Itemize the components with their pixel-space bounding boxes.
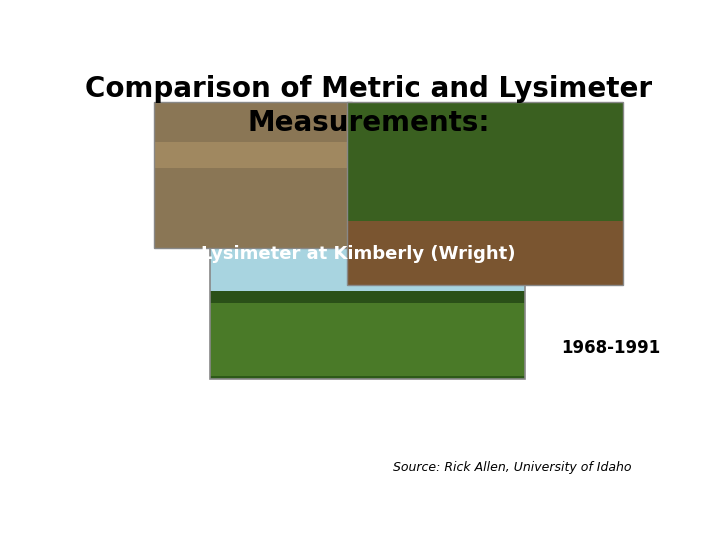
Bar [210, 306, 526, 346]
Bar [347, 102, 623, 221]
Bar [347, 102, 623, 285]
Bar [210, 342, 526, 379]
Bar [210, 303, 526, 376]
Text: Source: Rick Allen, University of Idaho: Source: Rick Allen, University of Idaho [393, 461, 631, 474]
Text: Lysimeter at Kimberly (Wright): Lysimeter at Kimberly (Wright) [201, 245, 515, 263]
Bar [154, 102, 352, 248]
Bar [210, 291, 526, 309]
Text: 1968-1991: 1968-1991 [562, 339, 661, 356]
Bar [347, 102, 623, 285]
Bar [154, 102, 352, 248]
Text: Comparison of Metric and Lysimeter
Measurements:: Comparison of Metric and Lysimeter Measu… [86, 75, 652, 137]
Bar [210, 196, 526, 379]
Bar [210, 196, 526, 302]
Bar [154, 141, 352, 168]
